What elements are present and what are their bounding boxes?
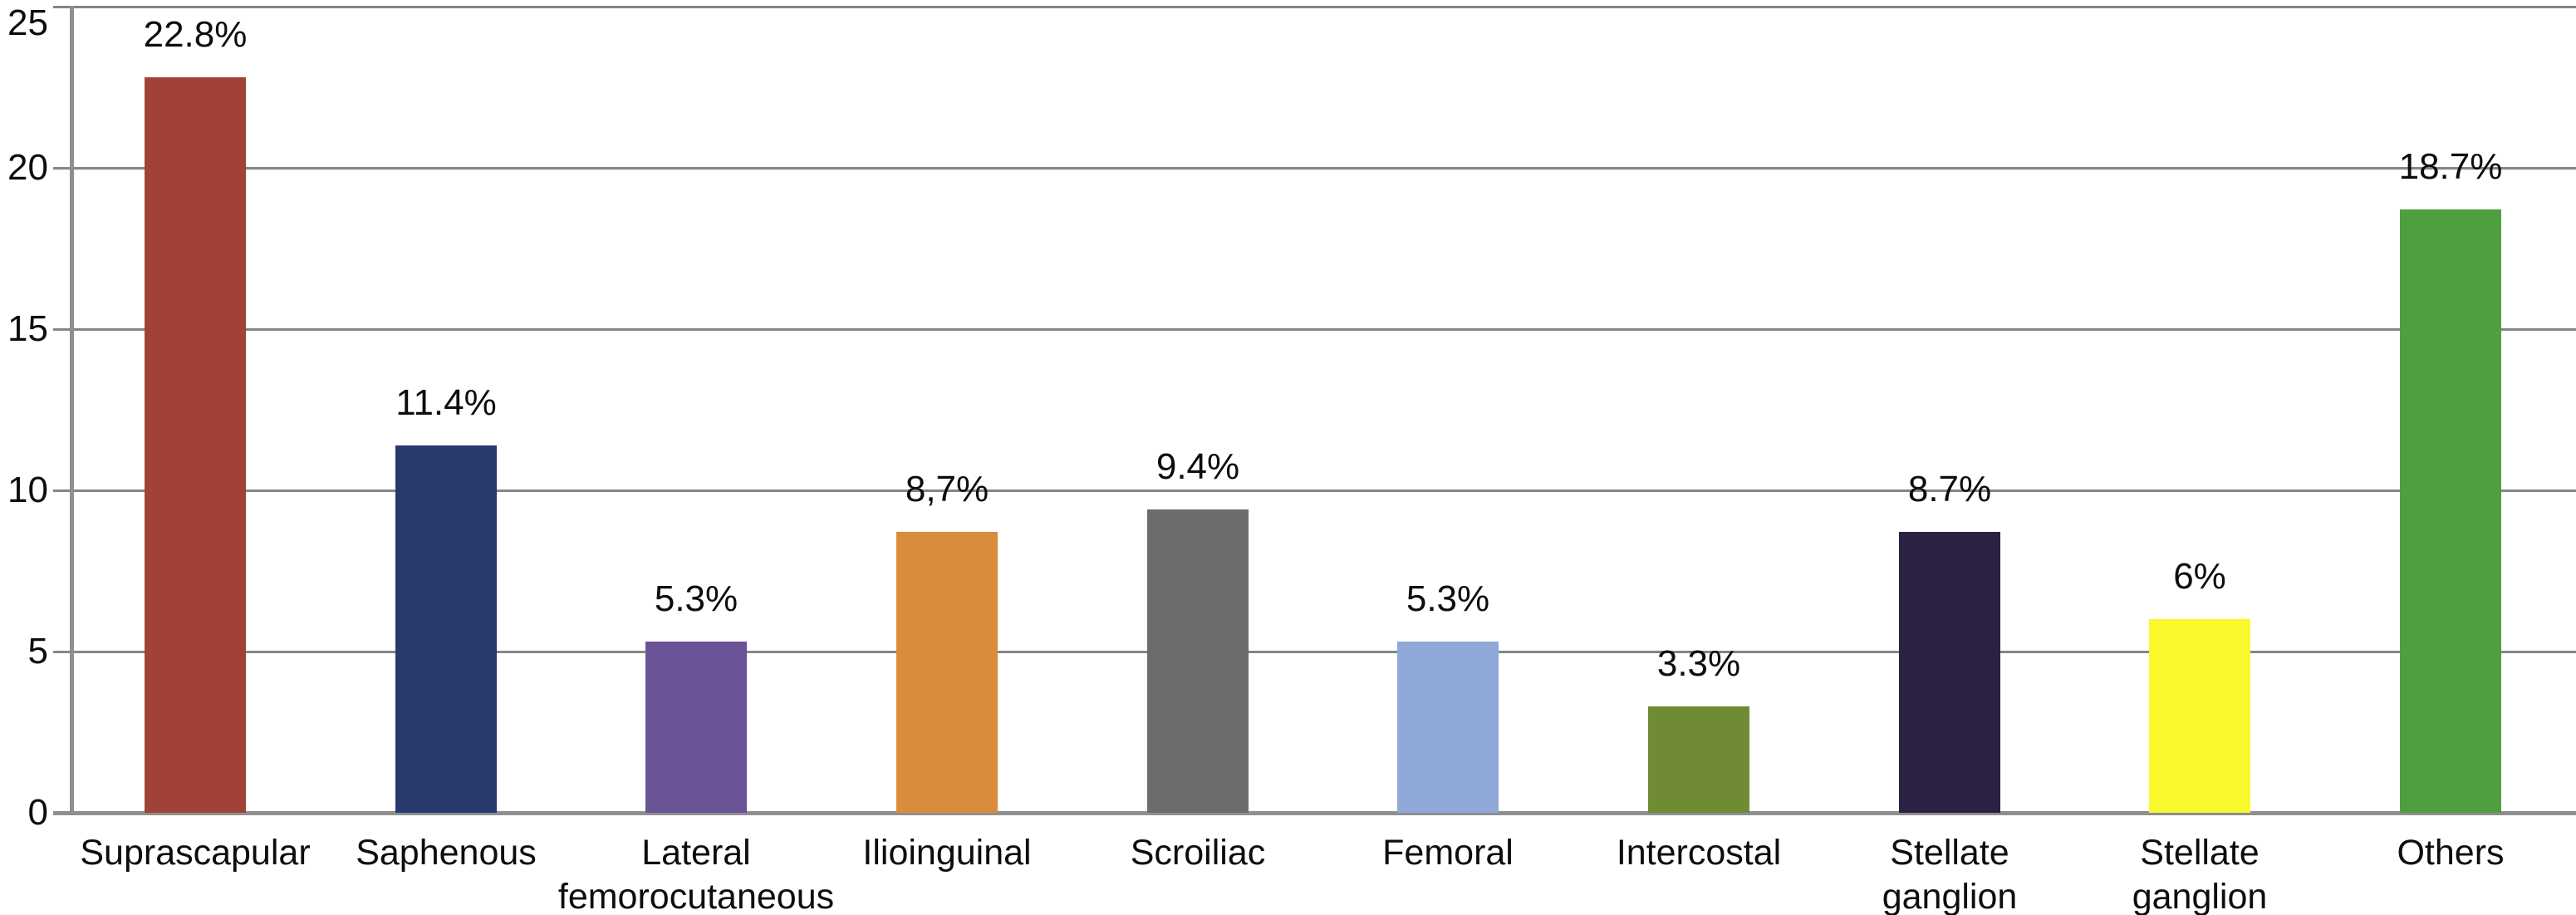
gridline-y-15 [53,328,2576,331]
bar-value-label-3: 5.3% [654,578,738,619]
bar-value-label-6: 5.3% [1406,578,1490,619]
y-tick-label-15: 15 [7,308,48,349]
category-label-1: Suprascapular [80,833,311,873]
category-label-10: Others [2397,833,2505,873]
bar-value-label-1: 22.8% [143,14,248,55]
y-tick-label-10: 10 [7,470,48,510]
bar-7 [1648,706,1749,813]
category-label-9: Stellate ganglion [2132,833,2268,915]
category-label-8: Stellate ganglion [1882,833,2018,915]
y-tick-label-0: 0 [27,792,48,833]
y-tick-label-25: 25 [7,2,48,43]
category-label-5: Scroiliac [1130,833,1266,873]
category-label-6: Femoral [1382,833,1514,873]
bar-value-label-5: 9.4% [1156,446,1240,487]
category-label-7: Intercostal [1616,833,1782,873]
bar-value-label-7: 3.3% [1656,643,1741,684]
y-tick-label-20: 20 [7,147,48,188]
bar-8 [1899,532,2000,813]
x-axis-line [53,811,2576,815]
bar-2 [395,445,497,813]
bar-value-label-10: 18.7% [2398,146,2503,187]
y-axis-line [70,7,74,815]
bar-value-label-4: 8,7% [905,469,989,509]
y-tick-label-5: 5 [27,631,48,671]
bar-4 [896,532,998,813]
gridline-y-5 [53,651,2576,653]
gridline-y-25 [53,6,2576,8]
gridline-y-20 [53,167,2576,170]
bar-9 [2149,619,2250,813]
category-label-2: Saphenous [356,833,537,873]
bar-6 [1397,642,1499,813]
category-label-4: Ilioinguinal [862,833,1032,873]
bar-1 [145,77,246,813]
bar-10 [2400,209,2501,813]
bar-5 [1147,509,1249,813]
bar-value-label-9: 6% [2173,556,2226,597]
bar-3 [645,642,747,813]
bar-value-label-2: 11.4% [395,382,497,423]
category-label-3: Lateral femorocutaneous [557,833,835,915]
gridline-y-10 [53,489,2576,492]
bar-value-label-8: 8.7% [1907,469,1992,509]
